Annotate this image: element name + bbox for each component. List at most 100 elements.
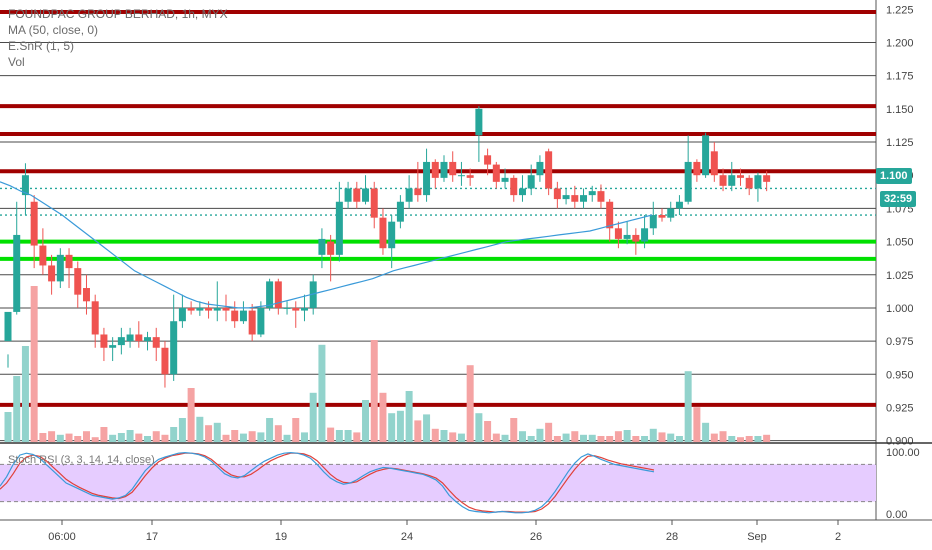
legend-esnr[interactable]: E.SnR (1, 5) xyxy=(8,39,75,53)
candle-body xyxy=(518,188,526,196)
volume-bar xyxy=(763,434,771,442)
volume-bar xyxy=(231,430,239,442)
volume-bar xyxy=(658,432,666,442)
candle-body xyxy=(109,345,117,348)
stoch-k-line xyxy=(0,451,655,514)
stoch-d-line xyxy=(0,452,655,513)
volume-bar xyxy=(239,433,247,442)
last-price-badge: 1.100 xyxy=(876,168,912,184)
volume-bar xyxy=(318,344,326,442)
volume-bar xyxy=(649,428,657,442)
candle-body xyxy=(510,177,518,196)
price-tick-label: 1.175 xyxy=(886,71,914,83)
candle-body xyxy=(763,175,771,182)
candle-body xyxy=(736,175,744,178)
candle-body xyxy=(484,155,492,165)
candle-body xyxy=(300,307,308,311)
legend: FOUNDPAC GROUP BERHAD, 1h, MYX MA (50, c… xyxy=(8,6,228,70)
volume-bar xyxy=(205,425,213,442)
volume-bar xyxy=(431,428,439,442)
price-tick-label: 1.050 xyxy=(886,237,914,249)
volume-bar xyxy=(536,428,544,442)
volume-bar xyxy=(327,427,335,442)
candle-body xyxy=(597,191,605,202)
volume-bar xyxy=(571,431,579,442)
price-tick-label: 0.975 xyxy=(886,336,914,348)
candle-body xyxy=(222,307,230,311)
volume-bar xyxy=(274,425,282,442)
candle-body xyxy=(588,191,596,196)
candle-body xyxy=(266,281,274,308)
price-tick-label: 1.200 xyxy=(886,37,914,49)
volume-bar xyxy=(152,431,160,442)
candle-body xyxy=(379,217,387,249)
candle-body xyxy=(353,188,361,202)
price-tick-label: 1.000 xyxy=(886,303,914,315)
candle-body xyxy=(553,188,561,200)
candle-body xyxy=(562,195,570,200)
volume-bar xyxy=(614,431,622,442)
candle-body xyxy=(178,307,186,322)
candle-body xyxy=(501,177,509,182)
volume-bar xyxy=(553,436,561,442)
stoch-label[interactable]: Stoch RSI (3, 3, 14, 14, close) xyxy=(8,454,155,466)
volume-bar xyxy=(91,437,99,442)
candle-body xyxy=(161,347,169,375)
volume-bar xyxy=(56,434,64,442)
volume-bar xyxy=(466,365,474,442)
stoch-tick-0: 0.00 xyxy=(886,509,907,521)
candle-body xyxy=(239,310,247,322)
time-tick-label: Sep xyxy=(747,531,767,543)
volume-bar xyxy=(370,340,378,442)
volume-bar xyxy=(100,427,108,442)
price-axis-bg xyxy=(876,0,932,550)
time-tick-label: 26 xyxy=(530,531,542,543)
legend-symbol[interactable]: FOUNDPAC GROUP BERHAD, 1h, MYX xyxy=(8,7,228,21)
candle-body xyxy=(56,254,64,282)
candle-body xyxy=(205,307,213,311)
volume-bar xyxy=(440,430,448,442)
volume-bar xyxy=(527,436,535,442)
price-tick-label: 0.925 xyxy=(886,402,914,414)
volume-bar xyxy=(728,436,736,442)
volume-bar xyxy=(588,434,596,442)
volume-bar xyxy=(222,434,230,442)
volume-bar xyxy=(414,420,422,442)
volume-bar xyxy=(475,413,483,442)
legend-ma[interactable]: MA (50, close, 0) xyxy=(8,23,99,37)
volume-bar xyxy=(719,431,727,442)
countdown-badge: 32:59 xyxy=(880,191,917,207)
volume-bar xyxy=(283,434,291,442)
candle-body xyxy=(91,301,99,335)
volume-bar xyxy=(48,431,56,442)
candle-body xyxy=(492,164,500,182)
candle-body xyxy=(48,265,56,282)
volume-bar xyxy=(109,434,117,442)
volume-bar xyxy=(300,432,308,442)
volume-bar xyxy=(4,412,12,442)
volume-bar xyxy=(702,422,710,442)
legend-vol[interactable]: Vol xyxy=(8,55,25,69)
volume-bar xyxy=(562,433,570,442)
volume-bar xyxy=(161,434,169,442)
candle-body xyxy=(335,201,343,255)
volume-bar xyxy=(396,410,404,442)
candle-body xyxy=(702,135,710,176)
volume-bar xyxy=(684,371,692,442)
volume-bar xyxy=(492,433,500,442)
candle-body xyxy=(457,175,465,177)
volume-bar xyxy=(65,433,73,442)
candle-body xyxy=(274,281,282,308)
volume-bar xyxy=(518,431,526,442)
volume-bar xyxy=(39,433,47,442)
candle-body xyxy=(675,201,683,209)
volume-bar xyxy=(170,427,178,442)
price-tick-label: 0.900 xyxy=(886,436,914,448)
volume-bar xyxy=(484,421,492,442)
candle-body xyxy=(466,175,474,178)
volume-bar xyxy=(292,418,300,442)
candle-body xyxy=(527,175,535,189)
volume-bar xyxy=(510,418,518,442)
candle-body xyxy=(658,215,666,218)
